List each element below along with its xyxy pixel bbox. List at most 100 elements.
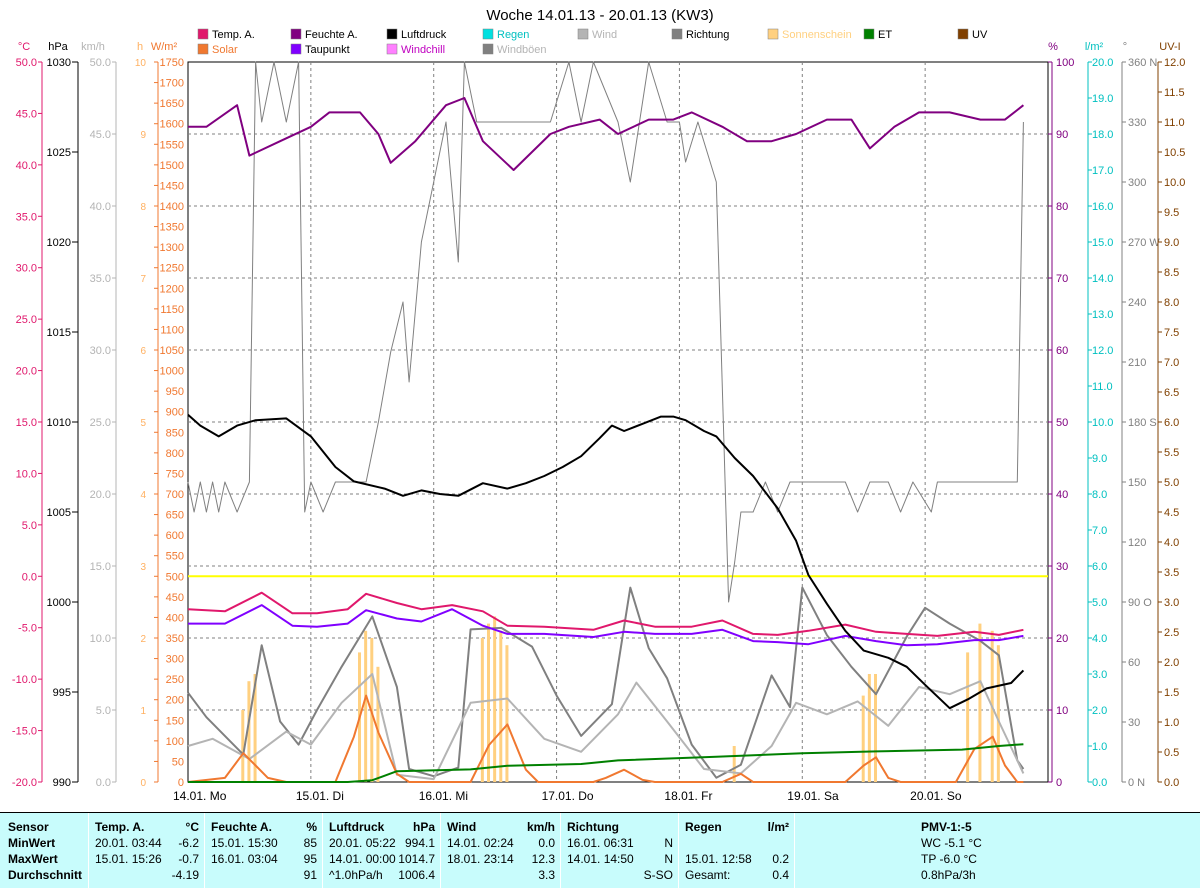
legend-swatch [290, 28, 302, 40]
solar-tick-label: 200 [166, 695, 184, 707]
uv-tick-label: 11.5 [1164, 87, 1185, 99]
rain-tick-label: 5.0 [1092, 597, 1107, 609]
hum-tick-label: 60 [1056, 345, 1068, 357]
rain-tick-label: 6.0 [1092, 561, 1107, 573]
rain-tick-label: 4.0 [1092, 633, 1107, 645]
rain-tick-label: 12.0 [1092, 345, 1113, 357]
sunshine-bar [247, 681, 251, 782]
table-cell: 14.01. 14:50 [567, 852, 634, 866]
hum-tick-label: 90 [1056, 129, 1068, 141]
series-line [188, 97, 1025, 171]
rain-tick-label: 19.0 [1092, 93, 1113, 105]
hum-tick-label: 80 [1056, 201, 1068, 213]
sun-tick-label: 3 [140, 562, 146, 573]
solar-tick-label: 1550 [160, 139, 184, 151]
x-tick-label: 15.01. Di [296, 789, 344, 803]
table-cell: 85 [303, 836, 317, 850]
rain-tick-label: 20.0 [1092, 57, 1113, 69]
wind-tick-label: 45.0 [90, 129, 111, 141]
table-cell: 3.3 [538, 868, 555, 882]
hum-tick-label: 50 [1056, 417, 1068, 429]
uv-tick-label: 8.5 [1164, 267, 1179, 279]
solar-tick-label: 1650 [160, 98, 184, 110]
press-tick-label: 995 [53, 687, 71, 699]
solar-tick-label: 800 [166, 448, 184, 460]
dir-tick-label: 180 S [1128, 417, 1157, 429]
sunshine-bar [732, 746, 736, 782]
wind-tick-label: 30.0 [90, 345, 111, 357]
solar-unit: W/m² [151, 41, 178, 53]
temp-tick-label: 35.0 [16, 211, 37, 223]
legend-swatch [671, 28, 683, 40]
solar-tick-label: 500 [166, 571, 184, 583]
temp-tick-label: 5.0 [22, 520, 37, 532]
legend-label: Windböen [497, 44, 547, 56]
table-header: Richtung [567, 820, 619, 834]
solar-tick-label: 1000 [160, 366, 184, 378]
table-cell: 91 [303, 868, 317, 882]
hum-tick-label: 0 [1056, 777, 1062, 789]
temp-tick-label: 30.0 [16, 263, 37, 275]
solar-tick-label: 250 [166, 674, 184, 686]
solar-tick-label: 1100 [160, 324, 184, 336]
solar-tick-label: 1200 [160, 283, 184, 295]
legend-swatch [482, 43, 494, 55]
table-cell: WC -5.1 °C [921, 836, 982, 850]
dir-tick-label: 270 W [1128, 237, 1160, 249]
legend-label: Luftdruck [401, 29, 447, 41]
table-header: Sensor [8, 820, 49, 834]
solar-tick-label: 1500 [160, 160, 184, 172]
sunshine-bar [978, 623, 982, 782]
table-cell: 0.0 [538, 836, 555, 850]
sun-tick-label: 9 [140, 130, 146, 141]
solar-tick-label: 1400 [160, 201, 184, 213]
uv-tick-label: 1.5 [1164, 687, 1179, 699]
table-dir-col: Richtung 16.01. 06:31 N 14.01. 14:50 N S… [560, 813, 679, 888]
sunshine-bar [480, 638, 484, 782]
table-wind-col: Wind km/h 14.01. 02:24 0.0 18.01. 23:14 … [440, 813, 561, 888]
uv-tick-label: 11.0 [1164, 117, 1185, 129]
table-cell: 20.01. 03:44 [95, 836, 162, 850]
table-rain-col: Regen l/m² 15.01. 12:58 0.2 Gesamt: 0.4 [678, 813, 795, 888]
uv-tick-label: 0.5 [1164, 747, 1179, 759]
sunshine-bar [966, 652, 970, 782]
rain-unit: l/m² [1085, 41, 1104, 53]
sunshine-bar [499, 630, 503, 782]
sunshine-bar [996, 645, 1000, 782]
solar-tick-label: 1050 [160, 345, 184, 357]
dir-tick-label: 360 N [1128, 57, 1157, 69]
hum-tick-label: 40 [1056, 489, 1068, 501]
table-press-col: Luftdruck hPa 20.01. 05:22 994.1 14.01. … [322, 813, 441, 888]
series-line [187, 591, 1024, 637]
temp-tick-label: 20.0 [16, 366, 37, 378]
rain-tick-label: 13.0 [1092, 309, 1113, 321]
hum-tick-label: 10 [1056, 705, 1068, 717]
solar-tick-label: 1300 [160, 242, 184, 254]
dir-tick-label: 300 [1128, 177, 1146, 189]
sun-tick-label: 1 [140, 706, 146, 717]
row-label: Durchschnitt [8, 868, 83, 882]
wind-unit: km/h [81, 41, 105, 53]
sun-unit: h [137, 41, 143, 53]
table-header: Temp. A. [95, 820, 145, 834]
solar-tick-label: 1600 [160, 119, 184, 131]
legend-label: Sonnenschein [782, 29, 852, 41]
legend-swatch [386, 28, 398, 40]
sun-tick-label: 7 [140, 274, 146, 285]
press-unit: hPa [48, 41, 68, 53]
solar-tick-label: 650 [166, 510, 184, 522]
press-tick-label: 1005 [47, 507, 71, 519]
uv-tick-label: 4.0 [1164, 537, 1179, 549]
solar-tick-label: 750 [166, 468, 184, 480]
press-tick-label: 1025 [47, 147, 71, 159]
solar-tick-label: 900 [166, 407, 184, 419]
solar-tick-label: 50 [172, 756, 184, 768]
temp-tick-label: 50.0 [16, 57, 37, 69]
table-cell: 12.3 [531, 852, 555, 866]
dir-tick-label: 90 O [1128, 597, 1152, 609]
uv-tick-label: 7.0 [1164, 357, 1179, 369]
table-cell: N [664, 836, 673, 850]
rain-tick-label: 11.0 [1092, 381, 1113, 393]
legend-swatch [577, 28, 589, 40]
uv-tick-label: 8.0 [1164, 297, 1179, 309]
